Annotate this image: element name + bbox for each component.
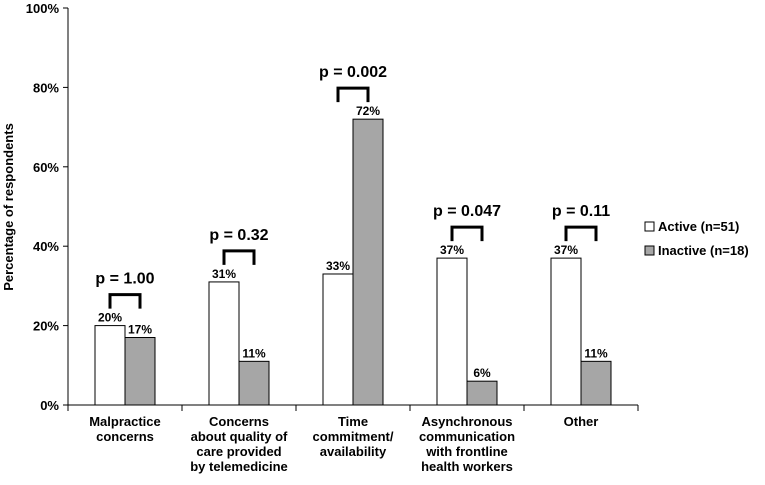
p-value-label: p = 0.11 (552, 203, 610, 220)
data-label: 11% (584, 346, 608, 360)
data-label: 31% (212, 267, 236, 281)
bar-inactive (466, 380, 498, 406)
x-category-label: Malpractice (89, 414, 161, 429)
bar-inactive (580, 360, 612, 406)
x-category-label: care provided (196, 444, 281, 459)
p-value-label: p = 0.32 (209, 227, 268, 244)
x-category-label: about quality of (191, 429, 288, 444)
significance-bracket (336, 86, 370, 103)
bar-inactive (352, 118, 384, 406)
x-category-label: commitment/ (313, 429, 394, 444)
legend-label: Active (n=51) (658, 219, 739, 234)
x-category-label: Asynchronous (421, 414, 512, 429)
data-label: 37% (554, 243, 578, 257)
data-label: 6% (473, 366, 491, 380)
legend-swatch (644, 221, 655, 232)
bar-inactive (238, 360, 270, 406)
y-tick-label: 20% (33, 319, 59, 334)
y-tick-label: 60% (33, 160, 59, 175)
p-value-label: p = 0.047 (433, 203, 501, 220)
p-value-label: p = 0.002 (319, 64, 387, 81)
legend-swatch (644, 245, 655, 256)
bar-active (322, 273, 354, 406)
p-value-label: p = 1.00 (95, 271, 154, 288)
x-category-label: concerns (96, 429, 154, 444)
y-tick-label: 0% (40, 398, 59, 413)
significance-bracket (564, 225, 598, 242)
bar-active (208, 281, 240, 406)
x-category-label: communication (419, 429, 515, 444)
x-category-label: Time (338, 414, 368, 429)
data-label: 11% (242, 346, 266, 360)
x-category-label: Concerns (209, 414, 269, 429)
significance-bracket (450, 225, 484, 242)
x-category-label: Other (564, 414, 599, 429)
y-tick-label: 100% (26, 1, 60, 16)
data-label: 37% (440, 243, 464, 257)
data-label: 17% (128, 323, 152, 337)
x-category-label: health workers (421, 459, 513, 474)
bar-active (550, 257, 582, 406)
x-category-label: by telemedicine (190, 459, 288, 474)
x-category-label: with frontline (425, 444, 508, 459)
y-tick-label: 40% (33, 239, 59, 254)
bar-inactive (124, 337, 156, 406)
significance-bracket (108, 293, 142, 309)
legend-label: Inactive (n=18) (658, 243, 749, 258)
data-label: 20% (98, 311, 122, 325)
bar-active (94, 325, 126, 406)
x-category-label: availability (320, 444, 387, 459)
significance-bracket (222, 249, 256, 265)
data-label: 33% (326, 259, 350, 273)
y-axis-label: Percentage of respondents (1, 123, 16, 291)
bar-active (436, 257, 468, 406)
y-tick-label: 80% (33, 80, 59, 95)
data-label: 72% (356, 104, 380, 118)
